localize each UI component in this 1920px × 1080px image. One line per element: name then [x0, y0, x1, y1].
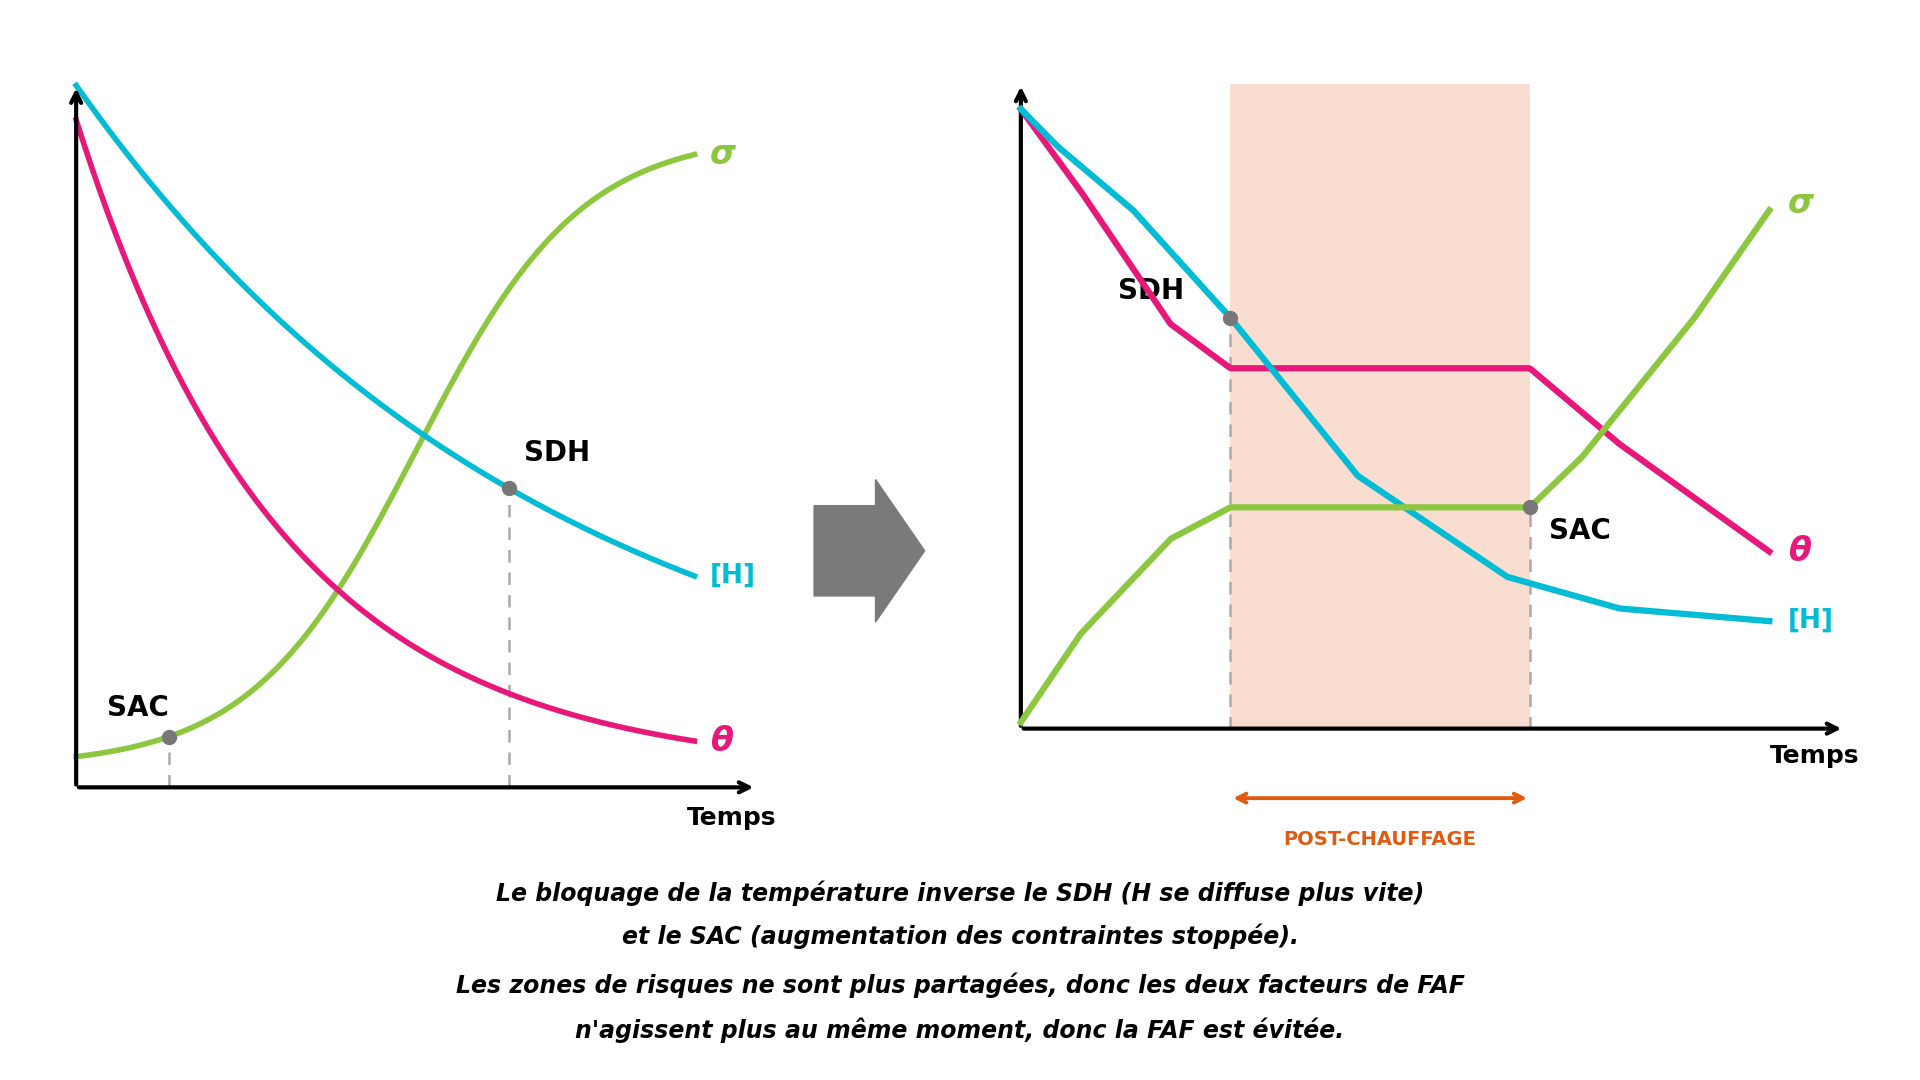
Text: et le SAC (augmentation des contraintes stoppée).: et le SAC (augmentation des contraintes …: [622, 923, 1298, 949]
Text: SDH: SDH: [524, 438, 591, 467]
Text: SAC: SAC: [1549, 517, 1611, 545]
Text: Temps: Temps: [687, 806, 776, 831]
Text: Le bloquage de la température inverse le SDH (H se diffuse plus vite): Le bloquage de la température inverse le…: [495, 880, 1425, 906]
Text: SAC: SAC: [108, 694, 169, 723]
Text: σ: σ: [710, 138, 735, 171]
Bar: [1231, 84, 1530, 729]
Text: θ: θ: [1788, 535, 1811, 568]
FancyArrow shape: [814, 480, 925, 622]
Text: θ: θ: [710, 725, 733, 757]
Text: n'agissent plus au même moment, donc la FAF est évitée.: n'agissent plus au même moment, donc la …: [576, 1017, 1344, 1043]
Text: [H]: [H]: [1788, 608, 1834, 634]
Text: [H]: [H]: [710, 563, 756, 589]
Text: σ: σ: [1788, 188, 1814, 220]
Text: SDH: SDH: [1117, 276, 1185, 305]
Text: Temps: Temps: [1770, 744, 1859, 768]
Text: POST-CHAUFFAGE: POST-CHAUFFAGE: [1284, 829, 1476, 849]
Text: Les zones de risques ne sont plus partagées, donc les deux facteurs de FAF: Les zones de risques ne sont plus partag…: [455, 972, 1465, 998]
